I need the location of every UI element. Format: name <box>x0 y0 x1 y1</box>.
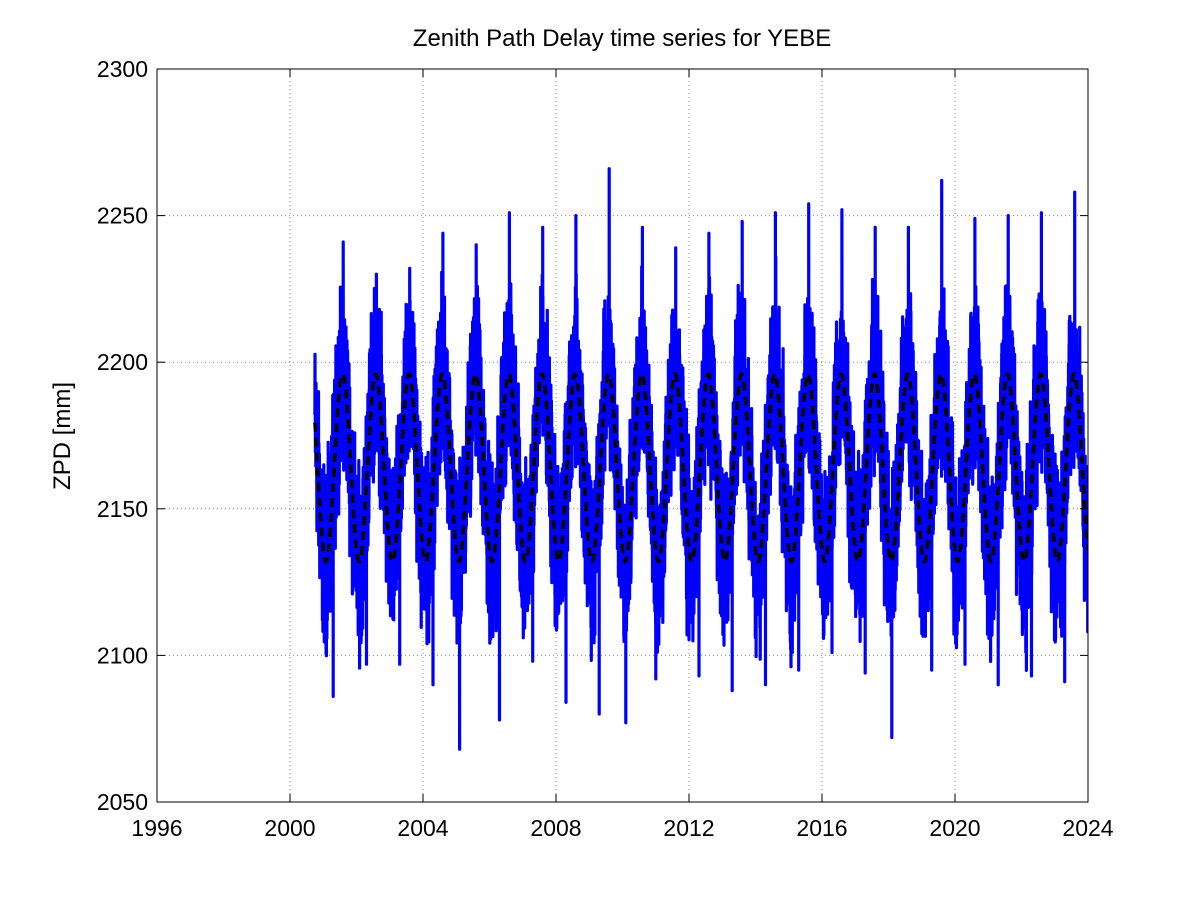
x-tick-label: 1996 <box>131 815 182 841</box>
y-tick-label: 2250 <box>97 203 148 229</box>
x-tick-label: 2020 <box>929 815 980 841</box>
x-tick-label: 2016 <box>796 815 847 841</box>
chart-title: Zenith Path Delay time series for YEBE <box>413 25 831 52</box>
x-tick-label: 2024 <box>1062 815 1113 841</box>
x-tick-label: 2012 <box>663 815 714 841</box>
x-tick-label: 2004 <box>397 815 448 841</box>
x-tick-labels: 1996 2000 2004 2008 2012 2016 2020 2024 <box>131 815 1113 841</box>
y-tick-label: 2100 <box>97 642 148 668</box>
x-tick-label: 2008 <box>530 815 581 841</box>
y-tick-label: 2050 <box>97 789 148 815</box>
axis-ticks <box>156 68 1089 803</box>
y-axis-label: ZPD [mm] <box>49 382 76 490</box>
y-tick-label: 2200 <box>97 349 148 375</box>
y-tick-labels: 2050 2100 2150 2200 2250 2300 <box>97 56 148 815</box>
series-layer <box>313 167 1088 751</box>
y-tick-label: 2300 <box>97 56 148 82</box>
x-tick-label: 2000 <box>264 815 315 841</box>
y-tick-label: 2150 <box>97 496 148 522</box>
plot-frame <box>156 68 1089 803</box>
